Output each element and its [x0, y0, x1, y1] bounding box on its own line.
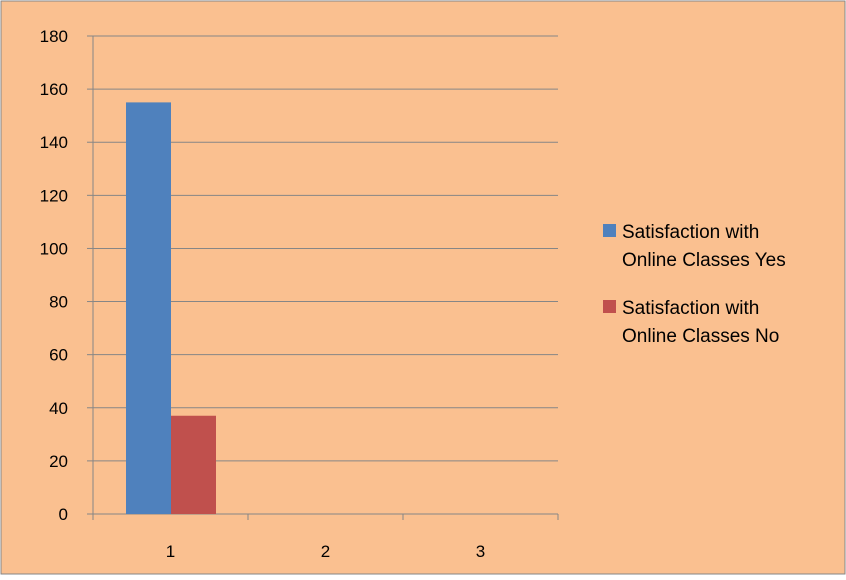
legend-swatch [603, 300, 616, 313]
y-tick-label: 120 [40, 186, 68, 205]
bars [126, 102, 216, 514]
legend-item: Satisfaction with Online Classes Yes [603, 222, 786, 271]
y-tick-label: 40 [49, 399, 68, 418]
legend-swatch [603, 224, 616, 237]
x-tick-label: 2 [321, 542, 330, 561]
y-tick-label: 20 [49, 452, 68, 471]
x-tick-label: 3 [476, 542, 485, 561]
legend-label: Satisfaction with [622, 298, 759, 319]
y-tick-label: 0 [59, 505, 68, 524]
y-tick-labels: 0 20 40 60 80 100 120 140 160 180 [40, 27, 68, 524]
y-tick-label: 140 [40, 133, 68, 152]
y-tick-label: 100 [40, 239, 68, 258]
y-tick-label: 160 [40, 80, 68, 99]
x-tick-labels: 1 2 3 [166, 542, 485, 561]
legend-label: Satisfaction with [622, 222, 759, 243]
y-tick-label: 180 [40, 27, 68, 46]
legend-label: Online Classes Yes [622, 250, 786, 271]
bar [126, 102, 171, 514]
y-tick-label: 60 [49, 346, 68, 365]
x-tick-label: 1 [166, 542, 175, 561]
legend-item: Satisfaction with Online Classes No [603, 298, 779, 347]
bar [171, 415, 216, 514]
y-tick-label: 80 [49, 293, 68, 312]
legend-label: Online Classes No [622, 326, 779, 347]
